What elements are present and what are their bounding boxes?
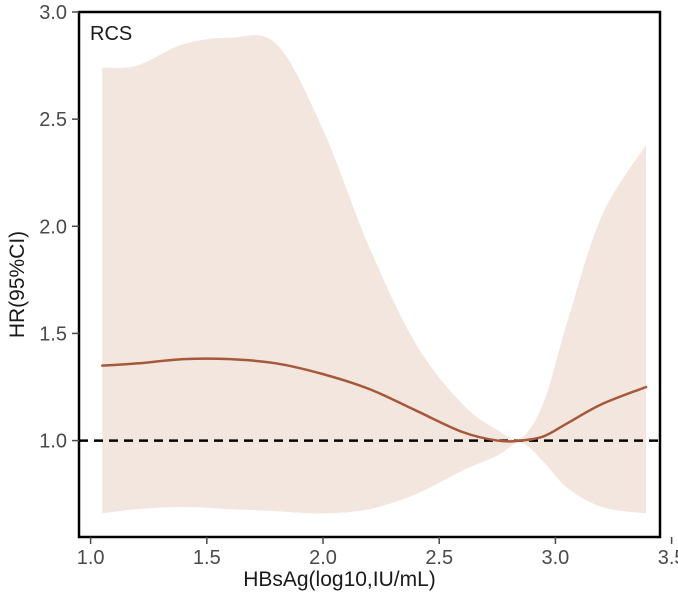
confidence-band-layer: [102, 35, 647, 514]
x-tick-label: 2.5: [425, 547, 453, 569]
plot-frame: [77, 10, 662, 539]
x-tick-label: 3.5: [658, 547, 678, 569]
y-tick-label: 1.0: [39, 431, 67, 453]
y-tick-label: 1.5: [39, 323, 67, 345]
x-axis-title: HBsAg(log10,IU/mL): [243, 568, 436, 591]
confidence-band: [102, 35, 647, 514]
x-tick-label: 2.0: [309, 547, 337, 569]
x-tick-label: 1.0: [77, 547, 105, 569]
y-tick-label: 2.5: [39, 109, 67, 131]
x-tick-label: 3.0: [542, 547, 570, 569]
panel-label: RCS: [90, 23, 132, 45]
hr-curve: [100, 357, 648, 443]
y-tick-label: 3.0: [39, 2, 67, 24]
hr-curve-layer: [100, 357, 648, 443]
y-axis-title: HR(95%CI): [6, 231, 29, 338]
y-tick-label: 2.0: [39, 216, 67, 238]
axis-ticks-layer: 1.0 1.5 2.0 2.5 3.0 3.5 1.0 1.5 2.0 2.5 3.0: [39, 2, 678, 569]
x-tick-label: 1.5: [193, 547, 221, 569]
